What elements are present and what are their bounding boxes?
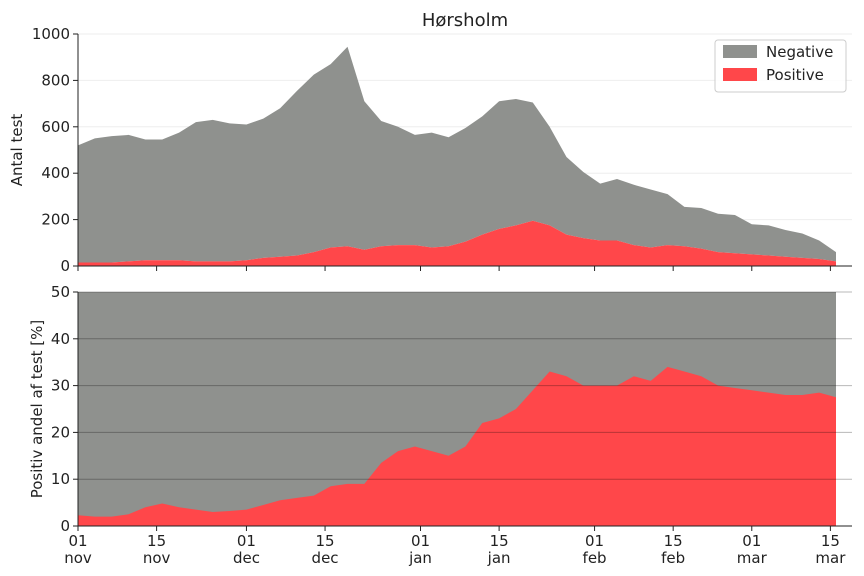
x-tick-label-day: 15	[664, 532, 683, 550]
bottom-y-tick-label: 10	[51, 470, 70, 488]
top-y-tick-label: 400	[41, 164, 70, 182]
top-y-tick-label: 0	[60, 257, 70, 275]
x-tick-label-month: nov	[64, 549, 92, 567]
x-tick-label-day: 01	[585, 532, 604, 550]
bottom-y-tick-label: 20	[51, 423, 70, 441]
x-tick-label-day: 01	[68, 532, 87, 550]
x-tick-label-month: feb	[583, 549, 607, 567]
x-tick-label-day: 15	[147, 532, 166, 550]
bottom-positive-area	[78, 366, 836, 526]
x-tick-label-month: mar	[815, 549, 846, 567]
bottom-y-tick-label: 30	[51, 377, 70, 395]
top-y-axis-label: Antal test	[8, 114, 26, 187]
top-positive-area	[78, 220, 836, 266]
x-tick-label-month: feb	[661, 549, 685, 567]
x-tick-label-month: dec	[312, 549, 339, 567]
x-tick-label-month: dec	[233, 549, 260, 567]
x-tick-label-month: jan	[487, 549, 511, 567]
top-y-tick-label: 800	[41, 71, 70, 89]
x-tick-label-month: mar	[737, 549, 768, 567]
bottom-y-tick-label: 0	[60, 517, 70, 535]
x-tick-label-day: 15	[316, 532, 335, 550]
legend-entry-label: Negative	[766, 43, 833, 61]
x-tick-label-day: 01	[237, 532, 256, 550]
bottom-y-axis-label: Positiv andel af test [%]	[28, 320, 46, 499]
bottom-y-tick-label: 40	[51, 330, 70, 348]
top-panel: 0 200 400 600 800 1000	[32, 25, 852, 275]
top-y-tick-label: 1000	[32, 25, 70, 43]
legend-swatch	[723, 45, 757, 58]
x-tick-label-day: 01	[742, 532, 761, 550]
bottom-y-tick-label: 50	[51, 283, 70, 301]
x-tick-label-month: nov	[143, 549, 171, 567]
legend: Negative Positive	[714, 39, 847, 93]
x-tick-label-month: jan	[408, 549, 432, 567]
x-tick-label-day: 15	[821, 532, 840, 550]
top-negative-area	[78, 46, 836, 263]
x-tick-label-day: 01	[411, 532, 430, 550]
legend-swatch	[723, 68, 757, 81]
legend-entry-label: Positive	[766, 66, 824, 84]
bottom-panel: 0102030405001nov15nov01dec15dec01jan15ja…	[51, 283, 852, 567]
top-y-tick-label: 600	[41, 118, 70, 136]
chart-title: Hørsholm	[422, 10, 508, 31]
top-y-tick-label: 200	[41, 211, 70, 229]
x-tick-label-day: 15	[490, 532, 509, 550]
